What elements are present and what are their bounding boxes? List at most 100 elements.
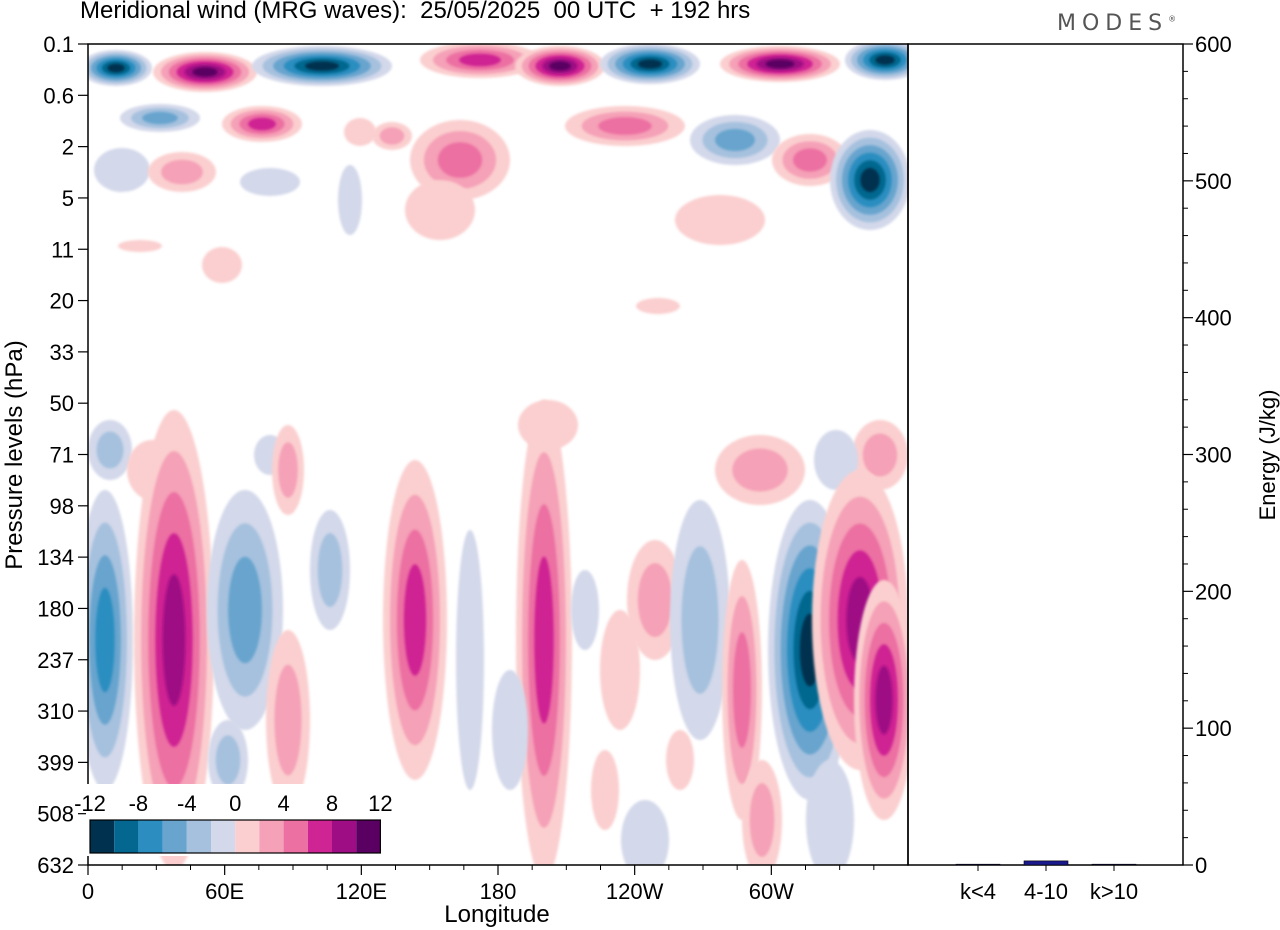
field-contour bbox=[379, 127, 405, 145]
field-contour bbox=[666, 730, 694, 790]
colorbar-label: -8 bbox=[129, 791, 149, 816]
field-contour bbox=[793, 148, 827, 172]
field-contour bbox=[228, 556, 262, 664]
colorbar-swatch bbox=[356, 820, 381, 853]
field-contour bbox=[875, 665, 893, 735]
y-tick-label: 180 bbox=[37, 596, 74, 621]
colorbar-label: 8 bbox=[326, 791, 338, 816]
colorbar-label: -12 bbox=[74, 791, 106, 816]
energy-frame bbox=[907, 43, 1184, 866]
y-tick-label: 508 bbox=[37, 802, 74, 827]
field-contour bbox=[549, 61, 571, 71]
registered-mark: ® bbox=[1168, 14, 1177, 24]
energy-tick-label: 300 bbox=[1195, 443, 1232, 468]
field-contour bbox=[749, 783, 775, 857]
field-contour bbox=[305, 61, 339, 71]
field-contour bbox=[161, 159, 203, 185]
colorbar: -12 -8 -4 0 4 8 12 bbox=[74, 784, 393, 856]
field-contour bbox=[118, 240, 162, 252]
field-contour bbox=[598, 117, 652, 135]
field-contour bbox=[806, 760, 854, 865]
x-axis-label: Longitude bbox=[444, 901, 549, 928]
energy-category-label: k<4 bbox=[960, 879, 996, 904]
field-contour bbox=[344, 118, 376, 146]
field-contour bbox=[437, 142, 483, 178]
energy-category-label: k>10 bbox=[1090, 879, 1138, 904]
field-contour bbox=[636, 298, 680, 314]
field-contour bbox=[733, 632, 751, 748]
field-contour bbox=[492, 670, 528, 790]
field-contour bbox=[591, 750, 619, 830]
colorbar-swatch bbox=[186, 820, 211, 853]
field-contour bbox=[860, 167, 880, 193]
field-contour bbox=[732, 448, 788, 492]
field-contour bbox=[215, 735, 241, 785]
field-contour bbox=[814, 430, 858, 490]
field-contour bbox=[637, 563, 673, 637]
energy-tick-label: 0 bbox=[1195, 853, 1207, 878]
field-contour bbox=[162, 574, 186, 706]
field-contour bbox=[202, 247, 242, 283]
y-tick-label: 310 bbox=[37, 699, 74, 724]
y-tick-label: 50 bbox=[50, 391, 74, 416]
energy-tick-label: 100 bbox=[1195, 716, 1232, 741]
field-contour bbox=[142, 111, 178, 125]
energy-bar bbox=[1023, 860, 1069, 866]
colorbar-label: -4 bbox=[177, 791, 197, 816]
colorbar-swatch bbox=[211, 820, 236, 853]
chart-title: Meridional wind (MRG waves): 25/05/2025 … bbox=[80, 0, 751, 24]
energy-bars: k<4 4-10 k>10 bbox=[955, 860, 1138, 904]
field-contour bbox=[862, 433, 898, 477]
colorbar-frame bbox=[89, 819, 381, 854]
y-tick-label: 632 bbox=[37, 853, 74, 878]
colorbar-swatch bbox=[235, 820, 260, 853]
y-tick-label: 237 bbox=[37, 648, 74, 673]
y-tick-label: 33 bbox=[50, 340, 74, 365]
y-tick-label: 5 bbox=[62, 186, 74, 211]
field-contour bbox=[715, 128, 755, 152]
modes-logo: MODES® bbox=[1057, 11, 1176, 36]
x-tick-label: 120E bbox=[336, 879, 387, 904]
field-contour bbox=[637, 59, 663, 69]
energy-tick-label: 400 bbox=[1195, 306, 1232, 331]
colorbar-label: 0 bbox=[229, 791, 241, 816]
field-contour bbox=[317, 533, 343, 607]
colorbar-label: 4 bbox=[277, 791, 289, 816]
field-contour bbox=[338, 165, 362, 235]
energy-category-label: 4-10 bbox=[1024, 879, 1068, 904]
field-contour bbox=[621, 800, 669, 865]
field-contour bbox=[96, 431, 124, 469]
field-contour bbox=[456, 530, 484, 790]
y-tick-label: 71 bbox=[50, 443, 74, 468]
field-contour bbox=[107, 63, 125, 73]
field-contour bbox=[765, 59, 795, 69]
colorbar-swatch bbox=[114, 820, 139, 853]
y-axis-label: Pressure levels (hPa) bbox=[1, 340, 28, 569]
x-tick-label: 120W bbox=[606, 879, 664, 904]
energy-bar bbox=[1091, 863, 1137, 866]
field-contour bbox=[278, 442, 298, 498]
colorbar-swatch bbox=[307, 820, 332, 853]
field-contour bbox=[600, 610, 640, 730]
y-tick-label: 2 bbox=[62, 135, 74, 160]
field-contour bbox=[248, 117, 276, 131]
axes: 0.1 0.6 2 5 11 20 33 50 71 98 134 180 237 310 399 508 63… bbox=[37, 32, 1231, 904]
colorbar-swatch bbox=[162, 820, 187, 853]
x-tick-label: 180 bbox=[480, 879, 517, 904]
field-contour bbox=[405, 180, 475, 240]
energy-tick-label: 600 bbox=[1195, 32, 1232, 57]
y-tick-label: 98 bbox=[50, 494, 74, 519]
field-contour bbox=[459, 53, 501, 67]
energy-tick-label: 200 bbox=[1195, 579, 1232, 604]
field-contour bbox=[94, 148, 150, 192]
field-contour bbox=[534, 556, 554, 724]
field-contour bbox=[192, 67, 218, 77]
y-tick-label: 0.1 bbox=[43, 32, 74, 57]
colorbar-swatch bbox=[332, 820, 357, 853]
energy-tick-label: 500 bbox=[1195, 169, 1232, 194]
energy-axis-label: Energy (J/kg) bbox=[1255, 390, 1280, 521]
y-tick-label: 399 bbox=[37, 750, 74, 775]
colorbar-swatch bbox=[283, 820, 308, 853]
colorbar-swatch bbox=[138, 820, 163, 853]
x-tick-label: 60W bbox=[749, 879, 794, 904]
